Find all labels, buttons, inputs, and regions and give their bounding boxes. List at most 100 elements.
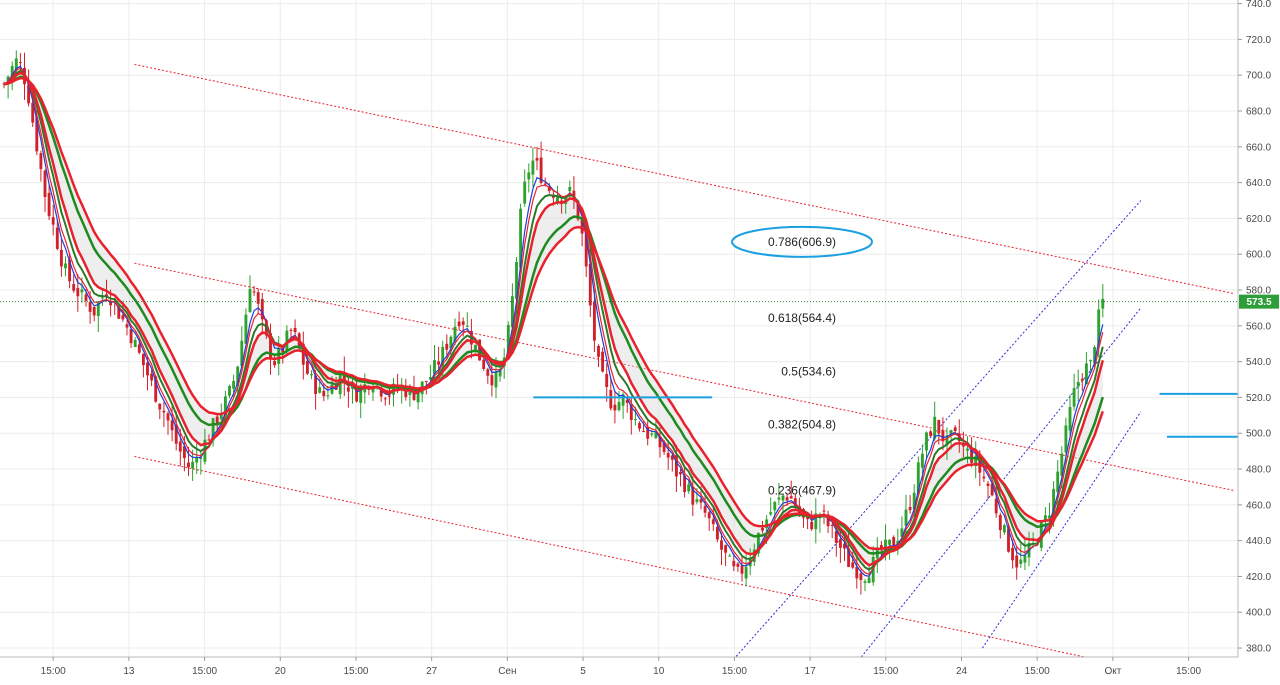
candle-body	[416, 392, 420, 403]
candle-body	[892, 537, 896, 547]
candle-body	[269, 333, 272, 360]
y-tick-label: 440.0	[1246, 536, 1271, 547]
candle-body	[1007, 528, 1010, 552]
candle-body	[527, 172, 531, 180]
ma-red-slow-line	[3, 76, 1104, 551]
ma-red-medium-line	[3, 71, 1105, 567]
candle-body	[31, 102, 35, 123]
candle-body	[933, 416, 937, 439]
candle-body	[994, 498, 998, 514]
candle-body	[1056, 471, 1060, 493]
candle-body	[523, 181, 527, 204]
candle-body	[810, 521, 814, 530]
candle-body	[1089, 360, 1092, 362]
candle-body	[777, 497, 781, 500]
candle-body	[55, 227, 59, 249]
candle-body	[457, 321, 461, 327]
candle-body	[986, 483, 990, 486]
candle-body	[1043, 515, 1047, 521]
candle-body	[433, 360, 436, 374]
candle-body	[629, 404, 633, 421]
candle-body	[1023, 555, 1027, 563]
moving-averages	[3, 65, 1105, 577]
trend-line-red	[134, 63, 1235, 295]
candle-body	[806, 516, 810, 520]
candle-body	[187, 462, 190, 468]
candle-body	[39, 153, 43, 170]
candle-body	[154, 376, 158, 402]
candle-body	[318, 387, 322, 393]
candle-body	[453, 326, 457, 342]
candle-body	[1011, 547, 1015, 561]
y-tick-label: 600.0	[1246, 250, 1271, 261]
candle-body	[826, 514, 830, 527]
candle-body	[695, 499, 699, 503]
candle-body	[277, 348, 281, 364]
candle-body	[359, 388, 363, 403]
candle-body	[490, 375, 494, 386]
candle-body	[68, 259, 72, 282]
candle-body	[945, 435, 949, 446]
candle-body	[223, 396, 227, 417]
candle-body	[720, 540, 723, 550]
candle-body	[27, 84, 31, 104]
candle-body	[859, 573, 863, 580]
trend-line-red	[134, 456, 1086, 658]
candle-body	[519, 208, 523, 268]
x-axis-panel	[0, 657, 1280, 685]
candle-body	[765, 519, 769, 529]
x-tick-label: Окт	[1104, 666, 1121, 677]
candle-body	[162, 410, 166, 413]
candle-body	[117, 306, 121, 319]
fib-level-label: 0.618(564.4)	[768, 311, 836, 325]
candle-body	[18, 62, 22, 64]
trend-line-blue	[981, 411, 1142, 649]
candle-body	[674, 455, 678, 477]
candle-body	[966, 448, 969, 451]
y-tick-label: 620.0	[1246, 214, 1271, 225]
candle-body	[146, 362, 149, 376]
candle-body	[855, 566, 859, 579]
x-tick-label: 13	[123, 666, 135, 677]
candle-body	[80, 289, 84, 293]
candle-body	[1068, 407, 1072, 431]
candle-body	[449, 336, 453, 349]
x-tick-label: 5	[580, 666, 586, 677]
candle-body	[822, 510, 826, 512]
candle-body	[703, 506, 707, 513]
candle-body	[191, 461, 195, 469]
fib-highlight-circle	[731, 225, 873, 258]
candle-body	[14, 58, 18, 71]
candle-body	[867, 577, 871, 584]
candle-body	[654, 432, 658, 439]
candle-body	[900, 528, 904, 537]
candle-body	[285, 330, 289, 352]
candle-body	[617, 402, 621, 411]
candle-body	[461, 321, 465, 325]
candle-body	[912, 492, 916, 510]
candle-body	[510, 296, 514, 328]
current-price-tag	[1239, 294, 1279, 309]
candle-body	[736, 563, 740, 567]
candle-body	[535, 157, 539, 161]
y-tick-label: 660.0	[1246, 142, 1271, 153]
candle-body	[424, 381, 428, 383]
candle-body	[687, 484, 691, 492]
candle-body	[670, 455, 674, 460]
y-tick-label: 640.0	[1246, 178, 1271, 189]
candle-body	[1076, 382, 1080, 387]
candle-body	[625, 399, 629, 403]
candle-body	[240, 340, 244, 367]
y-tick-label: 580.0	[1246, 286, 1271, 297]
candle-body	[248, 289, 252, 313]
candle-body	[47, 192, 51, 217]
candle-body	[474, 344, 477, 350]
candle-body	[679, 471, 682, 475]
candle-body	[43, 170, 47, 198]
candle-body	[494, 371, 498, 388]
candle-body	[252, 291, 256, 293]
x-tick-label: 15:00	[343, 666, 368, 677]
candle-body	[830, 524, 834, 526]
candle-body	[724, 545, 728, 553]
